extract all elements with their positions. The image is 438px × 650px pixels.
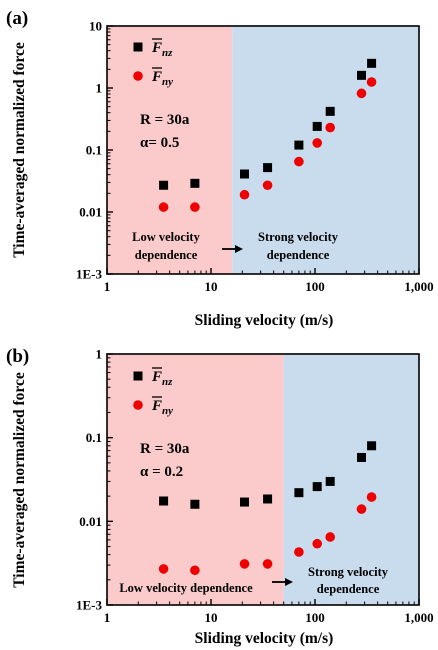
param-r: R = 30a bbox=[140, 112, 190, 128]
strong-velocity-region bbox=[283, 354, 419, 605]
axis-ticks: 1 10 100 1,000 1E-3 0.01 0.1 1 bbox=[76, 347, 434, 626]
param-alpha: α= 0.5 bbox=[140, 135, 179, 151]
strong-region-label-line2: dependence bbox=[317, 582, 380, 596]
fnz-point bbox=[159, 496, 169, 506]
x-tick-label: 10 bbox=[205, 610, 218, 625]
x-tick-label: 10 bbox=[205, 279, 218, 294]
y-tick-label: 1E-3 bbox=[76, 598, 103, 613]
panel-b: 1 10 100 1,000 1E-3 0.01 0.1 1 (b) Sliding velo… bbox=[6, 346, 434, 647]
fny-point bbox=[294, 547, 304, 557]
fnz-point bbox=[294, 488, 304, 498]
fnz-point bbox=[190, 499, 200, 509]
legend-circle-marker bbox=[133, 400, 143, 410]
legend-square-marker bbox=[133, 42, 143, 52]
fny-point bbox=[356, 504, 367, 514]
fny-point bbox=[312, 138, 323, 148]
fny-point bbox=[158, 202, 169, 212]
fny-point bbox=[262, 559, 273, 569]
param-r: R = 30a bbox=[140, 441, 190, 457]
fnz-point bbox=[312, 121, 322, 131]
param-alpha: α = 0.2 bbox=[140, 464, 183, 480]
plot-frame bbox=[106, 353, 420, 606]
low-region-label-line2: dependence bbox=[135, 248, 198, 262]
fnz-point bbox=[159, 180, 169, 190]
low-region-label-line1: Low velocity bbox=[132, 230, 200, 244]
low-velocity-region bbox=[107, 26, 233, 274]
data-points bbox=[158, 441, 377, 576]
data-points bbox=[158, 58, 377, 212]
x-tick-label: 100 bbox=[305, 279, 325, 294]
strong-region-label-line1: Strong velocity bbox=[258, 230, 339, 244]
fnz-point bbox=[367, 441, 377, 451]
x-tick-label: 1 bbox=[104, 279, 111, 294]
fnz-point bbox=[263, 494, 273, 504]
y-tick-label: 1 bbox=[96, 81, 103, 96]
fny-point bbox=[356, 88, 367, 99]
x-tick-label: 100 bbox=[305, 610, 325, 625]
legend-square-marker bbox=[133, 371, 143, 381]
x-axis-title: Sliding velocity (m/s) bbox=[195, 312, 334, 329]
fnz-point bbox=[325, 106, 335, 116]
fny-point bbox=[262, 180, 273, 191]
fny-point bbox=[239, 559, 250, 569]
transition-arrow bbox=[272, 578, 293, 586]
transition-arrow bbox=[222, 245, 243, 253]
fny-point bbox=[190, 565, 200, 576]
low-velocity-region bbox=[107, 354, 284, 605]
fnz-point bbox=[263, 163, 273, 173]
arrow-head bbox=[235, 245, 243, 253]
fny-point bbox=[158, 564, 169, 574]
fnz-point bbox=[294, 140, 304, 150]
y-tick-label: 0.1 bbox=[86, 143, 102, 158]
y-tick-label: 0.01 bbox=[79, 205, 102, 220]
y-axis-title: Time-averaged normalized force bbox=[11, 372, 28, 588]
y-axis-title: Time-averaged normalized force bbox=[11, 42, 28, 258]
fny-point bbox=[294, 156, 304, 167]
strong-velocity-region bbox=[232, 26, 419, 274]
fnz-point bbox=[357, 70, 367, 80]
fnz-point bbox=[357, 452, 367, 462]
strong-region-label-line1: Strong velocity bbox=[308, 565, 389, 579]
fny-point bbox=[366, 77, 377, 87]
y-tick-label: 0.01 bbox=[79, 514, 102, 529]
x-tick-label: 1,000 bbox=[404, 279, 433, 294]
y-tick-label: 0.1 bbox=[86, 430, 102, 445]
y-tick-label: 1E-3 bbox=[76, 267, 103, 282]
fny-point bbox=[239, 189, 250, 200]
fny-point bbox=[190, 202, 200, 212]
y-tick-label: 1 bbox=[96, 347, 103, 362]
x-tick-label: 1,000 bbox=[404, 610, 433, 625]
arrow-head bbox=[285, 578, 293, 586]
fnz-point bbox=[240, 169, 250, 179]
axis-ticks: 1 10 100 1,000 1E-3 0.01 0.1 1 10 bbox=[76, 19, 434, 295]
legend-circle-marker bbox=[133, 71, 143, 81]
fnz-point bbox=[325, 476, 335, 486]
fny-point bbox=[312, 538, 323, 549]
panel-label: (b) bbox=[6, 346, 29, 367]
fnz-point bbox=[312, 482, 322, 492]
fny-point bbox=[325, 122, 335, 133]
fny-point bbox=[325, 532, 335, 542]
y-tick-label: 10 bbox=[89, 19, 102, 34]
fnz-point bbox=[240, 497, 250, 507]
panel-label: (a) bbox=[6, 8, 28, 29]
fnz-point bbox=[190, 178, 200, 188]
x-axis-title: Sliding velocity (m/s) bbox=[195, 630, 334, 647]
fny-point bbox=[366, 492, 377, 502]
panel-a: 1 10 100 1,000 1E-3 0.01 0.1 1 10 (a) Sliding ve… bbox=[6, 8, 434, 329]
x-tick-label: 1 bbox=[104, 610, 111, 625]
strong-region-label-line2: dependence bbox=[267, 248, 330, 262]
low-region-label: Low velocity dependence bbox=[119, 581, 253, 595]
fnz-point bbox=[367, 58, 377, 68]
